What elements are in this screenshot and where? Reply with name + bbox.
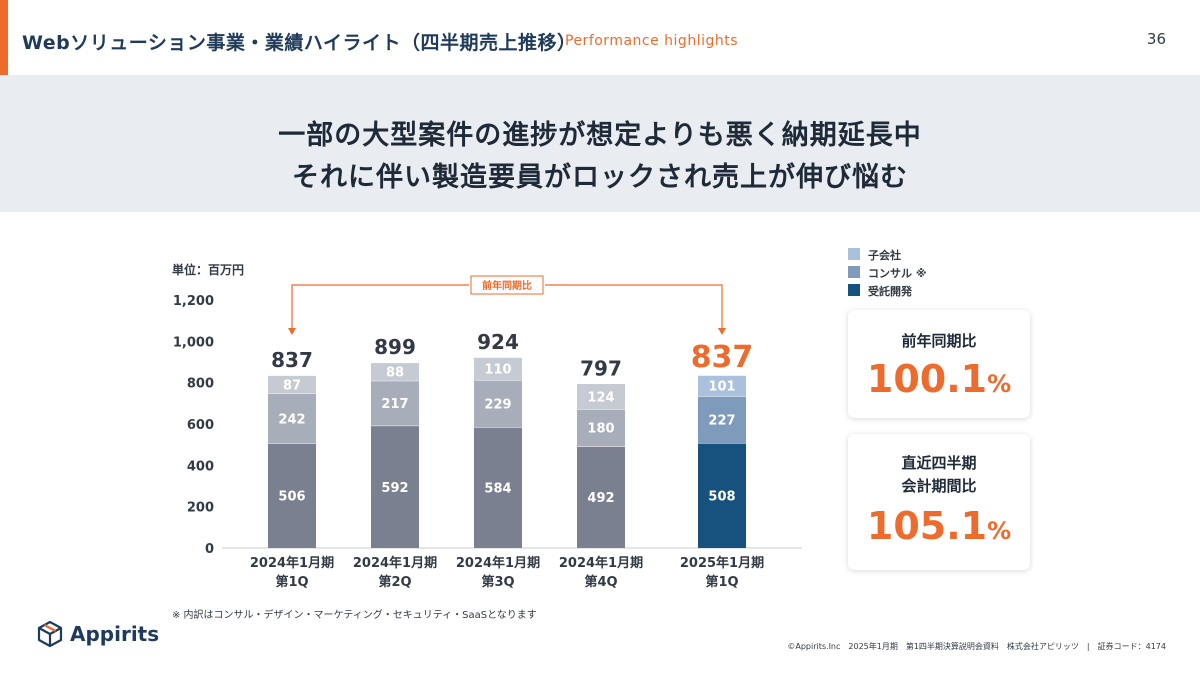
x-tick-label: 第1Q — [705, 574, 738, 590]
footer-text: ©Appirits.Inc 2025年1月期 第1四半期決算説明会資料 株式会社… — [787, 641, 1166, 652]
x-tick-label: 2024年1月期 — [456, 555, 540, 571]
x-tick-label: 2024年1月期 — [250, 555, 334, 571]
data-label: 227 — [708, 414, 735, 429]
cube-logo-icon — [36, 620, 64, 648]
x-tick-label: 2025年1月期 — [680, 555, 764, 571]
page-number: 36 — [1147, 30, 1166, 48]
stacked-bar-chart: 単位：百万円 0 200 400 600 800 1,000 1,200 506 242 87 837… — [0, 212, 820, 612]
qoq-label-1: 直近四半期 — [848, 452, 1030, 475]
header-accent-bar — [0, 0, 8, 75]
data-label: 87 — [283, 378, 301, 393]
data-label: 508 — [708, 490, 735, 505]
total-label: 899 — [374, 335, 416, 359]
yoy-label: 前年同期比 — [848, 330, 1030, 353]
x-tick-label: 2024年1月期 — [559, 555, 643, 571]
x-tick-label: 2024年1月期 — [353, 555, 437, 571]
yoy-unit: % — [987, 370, 1011, 398]
data-label: 180 — [587, 422, 614, 437]
legend-swatch-consulting — [848, 266, 860, 278]
data-label: 124 — [587, 390, 614, 405]
total-label: 924 — [477, 330, 519, 354]
headline-banner: 一部の大型案件の進捗が想定よりも悪く納期延長中 それに伴い製造要員がロックされ売… — [0, 75, 1200, 212]
data-label: 242 — [278, 412, 305, 427]
x-tick-label: 第3Q — [481, 574, 514, 590]
y-tick-label: 0 — [205, 542, 214, 557]
legend-label-contract-dev: 受託開発 — [868, 283, 912, 299]
company-logo: Appirits — [36, 620, 159, 648]
data-label: 592 — [381, 481, 408, 496]
y-tick-label: 400 — [187, 459, 214, 474]
x-tick-label: 第1Q — [275, 574, 308, 590]
y-tick-label: 800 — [187, 377, 214, 392]
yoy-card: 前年同期比 100.1% — [848, 310, 1030, 418]
unit-label: 単位：百万円 — [172, 262, 244, 277]
qoq-value: 105.1% — [848, 504, 1030, 548]
total-label: 797 — [580, 356, 622, 380]
legend-swatch-contract-dev — [848, 284, 860, 296]
data-label: 584 — [484, 482, 511, 497]
page-subtitle: Performance highlights — [565, 33, 738, 49]
data-label: 110 — [484, 363, 511, 378]
y-tick-label: 1,200 — [173, 294, 214, 309]
data-label: 217 — [381, 397, 408, 412]
data-label: 506 — [278, 490, 305, 505]
annotation-arrow-right — [718, 328, 726, 335]
logo-text: Appirits — [70, 622, 159, 646]
legend-label-subsidiary: 子会社 — [868, 247, 901, 263]
x-tick-label: 第4Q — [584, 574, 617, 590]
x-tick-label: 第2Q — [378, 574, 411, 590]
annotation-label: 前年同期比 — [482, 279, 532, 292]
total-label: 837 — [271, 348, 313, 372]
data-label: 88 — [386, 366, 404, 381]
page-title: Webソリューション事業・業績ハイライト（四半期売上推移） — [22, 28, 577, 55]
data-label: 229 — [484, 398, 511, 413]
y-tick-label: 200 — [187, 501, 214, 516]
data-label: 492 — [587, 491, 614, 506]
legend-swatch-subsidiary — [848, 248, 860, 260]
annotation-arrow-left — [288, 328, 296, 335]
yoy-number: 100.1 — [867, 357, 987, 401]
y-tick-label: 1,000 — [173, 335, 214, 350]
headline-line-1: 一部の大型案件の進捗が想定よりも悪く納期延長中 — [0, 113, 1200, 152]
yoy-value: 100.1% — [848, 357, 1030, 401]
qoq-label-2: 会計期間比 — [848, 475, 1030, 498]
total-label: 837 — [691, 340, 754, 375]
y-tick-label: 600 — [187, 418, 214, 433]
headline-line-2: それに伴い製造要員がロックされ売上が伸び悩む — [0, 155, 1200, 194]
legend-label-consulting: コンサル ※ — [868, 265, 927, 281]
qoq-card: 直近四半期 会計期間比 105.1% — [848, 434, 1030, 570]
chart-footnote: ※ 内訳はコンサル・デザイン・マーケティング・セキュリティ・SaaSとなります — [172, 606, 537, 621]
data-label: 101 — [708, 380, 735, 395]
qoq-unit: % — [987, 517, 1011, 545]
qoq-number: 105.1 — [867, 504, 987, 548]
